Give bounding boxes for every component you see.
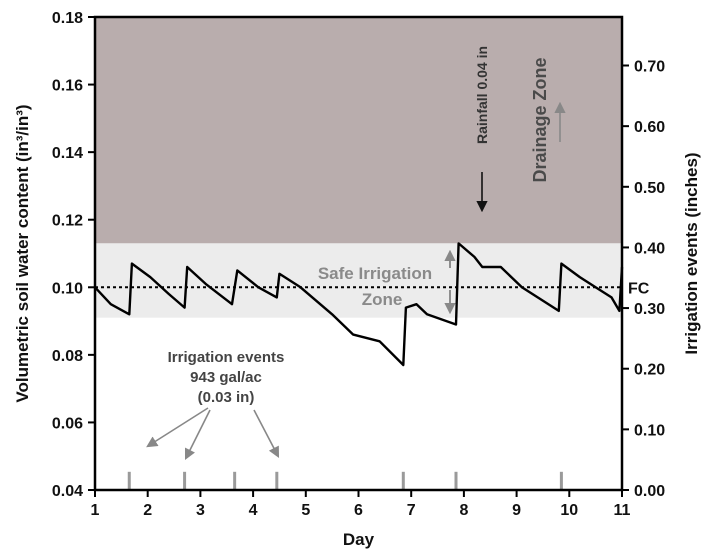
irrigation-event-bar bbox=[401, 471, 405, 490]
left-y-axis-title: Volumetric soil water content (in³/in³) bbox=[13, 104, 32, 402]
drainage-zone-label: Drainage Zone bbox=[530, 57, 550, 182]
x-tick-label: 2 bbox=[143, 502, 152, 519]
left-y-axis-ticks: 0.04 0.06 0.08 0.10 0.12 0.14 0.16 0.18 bbox=[52, 10, 95, 500]
right-y-tick-label: 0.20 bbox=[634, 362, 665, 379]
x-axis-title: Day bbox=[343, 530, 375, 549]
right-y-axis-ticks: 0.00 0.10 0.20 0.30 0.40 0.50 0.60 0.70 bbox=[622, 59, 665, 500]
left-y-tick-label: 0.16 bbox=[52, 78, 83, 95]
x-tick-label: 8 bbox=[459, 502, 468, 519]
right-y-tick-label: 0.40 bbox=[634, 240, 665, 257]
right-y-tick-label: 0.60 bbox=[634, 119, 665, 136]
x-tick-label: 1 bbox=[91, 502, 100, 519]
irrigation-arrow-1 bbox=[146, 407, 209, 448]
right-y-axis-title: Irrigation events (inches) bbox=[682, 152, 701, 354]
x-tick-label: 6 bbox=[354, 502, 363, 519]
x-tick-label: 5 bbox=[301, 502, 310, 519]
irrigation-event-bars bbox=[127, 471, 563, 490]
right-y-tick-label: 0.70 bbox=[634, 59, 665, 76]
irrigation-annotation-line1: Irrigation events bbox=[168, 349, 285, 366]
irrigation-event-bar bbox=[454, 471, 458, 490]
right-y-tick-label: 0.50 bbox=[634, 180, 665, 197]
x-tick-label: 3 bbox=[196, 502, 205, 519]
right-y-tick-label: 0.00 bbox=[634, 483, 665, 500]
left-y-tick-label: 0.12 bbox=[52, 213, 83, 230]
left-y-tick-label: 0.14 bbox=[52, 145, 83, 162]
annotation-arrows bbox=[146, 101, 566, 461]
x-tick-label: 7 bbox=[407, 502, 416, 519]
irrigation-event-bar bbox=[127, 471, 131, 490]
left-y-tick-label: 0.08 bbox=[52, 348, 83, 365]
irrigation-event-bar bbox=[275, 471, 279, 490]
irrigation-annotation-line3: (0.03 in) bbox=[198, 389, 255, 406]
irrigation-event-bar bbox=[233, 471, 237, 490]
x-tick-label: 9 bbox=[512, 502, 521, 519]
safe-irrigation-zone-label: Safe Irrigation bbox=[318, 264, 432, 283]
irrigation-annotation-line2: 943 gal/ac bbox=[190, 369, 262, 386]
safe-irrigation-zone-label-2: Zone bbox=[362, 290, 403, 309]
x-tick-label: 11 bbox=[614, 502, 631, 519]
irrigation-event-bar bbox=[559, 471, 563, 490]
irrigation-arrow-2 bbox=[184, 409, 211, 461]
x-axis-ticks: 1 2 3 4 5 6 7 8 9 10 11 bbox=[91, 490, 631, 519]
irrigation-arrow-3 bbox=[253, 409, 280, 458]
left-y-tick-label: 0.04 bbox=[52, 483, 83, 500]
field-capacity-label: FC bbox=[628, 280, 650, 297]
rainfall-label: Rainfall 0.04 in bbox=[474, 46, 490, 144]
x-tick-label: 4 bbox=[249, 502, 258, 519]
right-y-tick-label: 0.10 bbox=[634, 422, 665, 439]
soil-water-content-line bbox=[94, 242, 624, 367]
right-y-tick-label: 0.30 bbox=[634, 301, 665, 318]
left-y-tick-label: 0.10 bbox=[52, 280, 83, 297]
left-y-tick-label: 0.18 bbox=[52, 10, 83, 27]
x-tick-label: 10 bbox=[560, 502, 578, 519]
irrigation-event-bar bbox=[183, 471, 187, 490]
left-y-tick-label: 0.06 bbox=[52, 415, 83, 432]
drainage-zone-band bbox=[95, 17, 622, 244]
